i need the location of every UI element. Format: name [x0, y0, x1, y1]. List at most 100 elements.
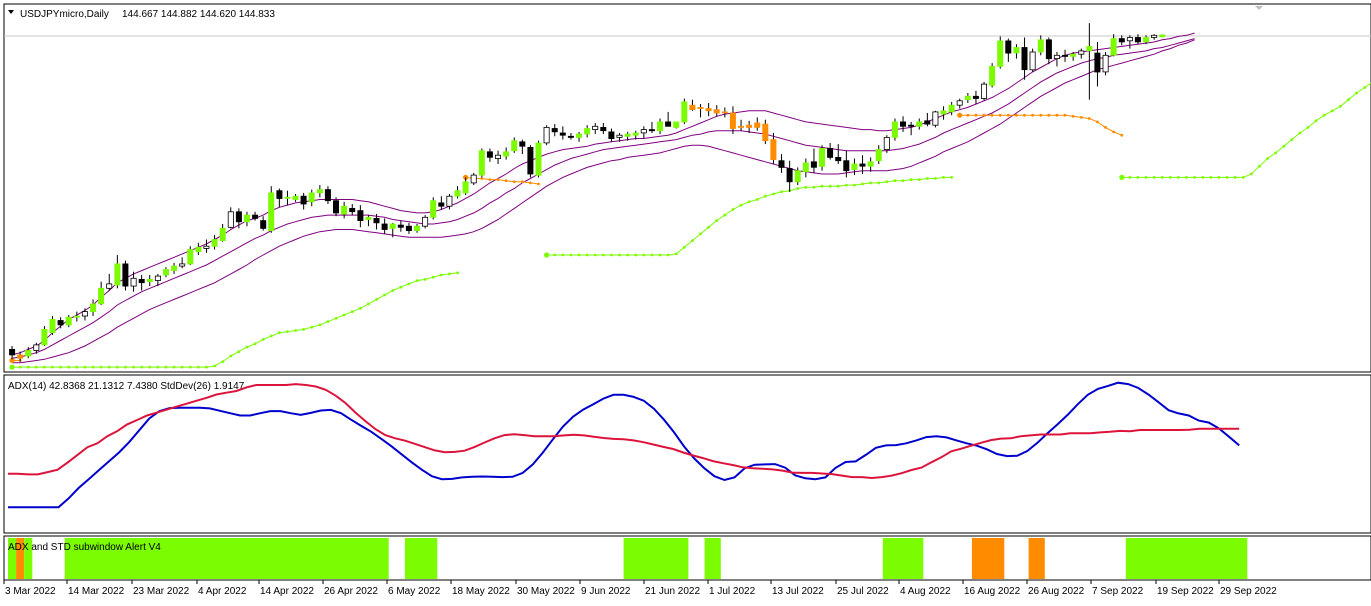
sar-point [172, 365, 176, 369]
candle-body [243, 214, 250, 223]
sar-point [342, 313, 346, 317]
price-panel[interactable] [3, 3, 1371, 373]
sar-point [1314, 119, 1318, 123]
candle-body [90, 303, 97, 313]
sar-point [893, 179, 897, 183]
sar-point [869, 181, 872, 185]
time-axis-label: 9 Jun 2022 [581, 586, 631, 597]
shift-marker-icon[interactable] [1255, 6, 1263, 10]
sar-point [585, 253, 589, 257]
sar-point [1177, 176, 1180, 179]
candle-body [284, 196, 291, 199]
sar-point [529, 181, 532, 185]
candle-body [195, 246, 202, 253]
candle-body [1037, 39, 1044, 53]
price-plot [9, 23, 1371, 370]
candle-body [689, 104, 696, 110]
sar-point [1031, 113, 1034, 117]
sar-point [318, 323, 322, 327]
sar-point [75, 365, 79, 369]
sar-point [375, 298, 378, 301]
sar-point [391, 289, 395, 292]
sar-point [1282, 144, 1286, 148]
candle-body [729, 112, 736, 129]
sar-point [1217, 176, 1221, 179]
candle-body [438, 202, 445, 207]
alert-block [971, 538, 1005, 579]
candle-body [746, 124, 753, 128]
candle-body [827, 148, 834, 158]
candle-body [33, 344, 40, 351]
candle-body [1094, 52, 1101, 73]
time-axis-label: 3 Mar 2022 [5, 586, 56, 597]
candle-body [57, 320, 64, 326]
sar-point [221, 360, 225, 363]
sar-point [1119, 174, 1125, 180]
time-axis-label: 19 Sep 2022 [1157, 586, 1214, 597]
sar-point [577, 253, 581, 257]
candle-body [260, 220, 267, 229]
sar-point [682, 245, 686, 249]
time-axis-label: 14 Apr 2022 [260, 586, 314, 597]
alert-block [24, 538, 33, 579]
sar-point [666, 253, 670, 257]
time-axis-label: 1 Jul 2022 [709, 586, 756, 597]
candle-body [41, 328, 48, 346]
sar-point [699, 232, 702, 236]
candle-body [640, 129, 647, 134]
candle-body [778, 160, 785, 168]
sar-point [124, 365, 127, 369]
sar-point [747, 200, 751, 204]
alert-block [404, 538, 438, 579]
time-axis-label: 26 Aug 2022 [1028, 586, 1085, 597]
sar-point [957, 112, 963, 118]
sar-point [431, 275, 435, 279]
sar-point [780, 190, 783, 194]
candle-body [705, 108, 712, 112]
sar-point [1144, 176, 1148, 179]
sar-point [1339, 104, 1342, 108]
sar-point [1193, 176, 1196, 179]
sar-point [1363, 86, 1367, 89]
time-axis-label: 30 May 2022 [517, 586, 575, 597]
candle-body [681, 101, 688, 123]
candle-body [1118, 38, 1125, 43]
time-axis-label: 7 Sep 2022 [1092, 586, 1144, 597]
sar-point [180, 365, 184, 369]
candle-body [794, 170, 801, 183]
time-axis-label: 13 Jul 2022 [772, 586, 824, 597]
sar-point [836, 184, 840, 188]
sar-point [9, 364, 15, 370]
candle-body [819, 148, 826, 167]
sar-point [1063, 113, 1067, 117]
candle-body [179, 263, 186, 267]
sar-point [537, 182, 540, 186]
sar-point [456, 271, 459, 275]
sar-point [974, 113, 978, 117]
candle-body [948, 104, 955, 113]
candle-body [430, 200, 437, 218]
sar-point [59, 365, 62, 369]
sar-point [691, 239, 694, 243]
candle-body [349, 207, 356, 213]
candle-body [114, 263, 121, 286]
candle-body [478, 150, 485, 176]
candle-body [470, 174, 477, 184]
candle-body [324, 189, 331, 202]
candle-body [422, 216, 429, 227]
candle-body [1110, 38, 1117, 56]
time-axis-label: 14 Mar 2022 [68, 586, 125, 597]
sar-point [99, 365, 103, 369]
candle-body [648, 129, 655, 132]
candle-body [227, 211, 234, 228]
triangle-down-icon[interactable] [8, 10, 14, 14]
candle-body [122, 263, 129, 287]
sar-point [496, 178, 500, 182]
time-axis-label: 16 Aug 2022 [964, 586, 1021, 597]
candle-body [65, 316, 72, 326]
candle-body [146, 278, 153, 282]
sar-point [1055, 113, 1059, 117]
ohlc-label: 144.667 144.882 144.620 144.833 [122, 9, 275, 20]
